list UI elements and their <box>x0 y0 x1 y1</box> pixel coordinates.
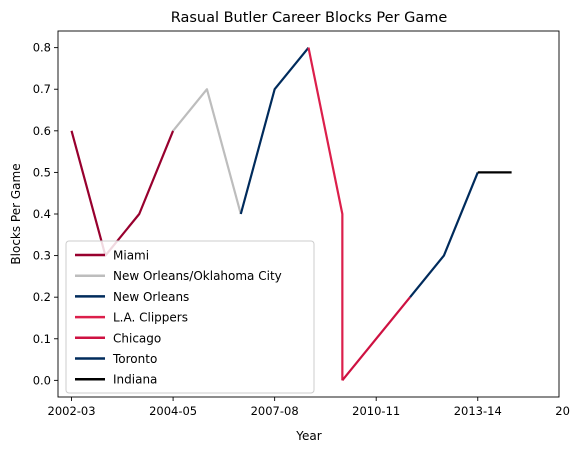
legend: Miami New Orleans/Oklahoma City New Orlean… <box>65 240 315 394</box>
x-tick-label: 2002-03 <box>48 404 96 418</box>
x-tick-label: 2007-08 <box>251 404 299 418</box>
legend-label: Chicago <box>113 331 161 345</box>
plot-frame <box>57 30 560 398</box>
chart-title: Rasual Butler Career Blocks Per Game <box>171 10 448 26</box>
y-tick-label: 0.0 <box>33 373 51 387</box>
legend-box <box>65 240 315 394</box>
legend-label: New Orleans <box>113 290 189 304</box>
x-axis-label: Year <box>295 429 321 443</box>
x-tick-label: 2004-05 <box>149 404 197 418</box>
series-line-4 <box>341 296 411 382</box>
y-tick-label: 0.5 <box>33 165 51 179</box>
x-tick-label: 2015-16 <box>555 404 570 418</box>
y-tick-label: 0.4 <box>33 207 51 221</box>
y-axis-label: Blocks Per Game <box>9 163 23 264</box>
series-line-5 <box>409 171 479 298</box>
legend-label: Miami <box>113 249 149 263</box>
ticks-layer: 0.0 0.1 0.2 0.3 0.4 0.5 0.6 0.7 0.8 2002-03 2004-0… <box>33 41 570 418</box>
x-tick-label: 2013-14 <box>454 404 502 418</box>
x-tick-label: 2010-11 <box>352 404 400 418</box>
y-tick-label: 0.1 <box>33 332 51 346</box>
legend-label: Toronto <box>112 352 157 366</box>
series-line-3 <box>307 47 344 381</box>
series-line-1 <box>172 88 242 215</box>
y-tick-label: 0.8 <box>33 41 51 55</box>
y-tick-label: 0.6 <box>33 124 51 138</box>
series-line-2 <box>239 46 310 215</box>
legend-label: Indiana <box>113 373 157 387</box>
y-tick-label: 0.2 <box>33 290 51 304</box>
y-tick-label: 0.7 <box>33 82 51 96</box>
series-line-0 <box>70 130 175 257</box>
legend-label: L.A. Clippers <box>113 311 188 325</box>
series-layer <box>70 46 512 382</box>
y-tick-label: 0.3 <box>33 249 51 263</box>
legend-label: New Orleans/Oklahoma City <box>113 269 282 283</box>
